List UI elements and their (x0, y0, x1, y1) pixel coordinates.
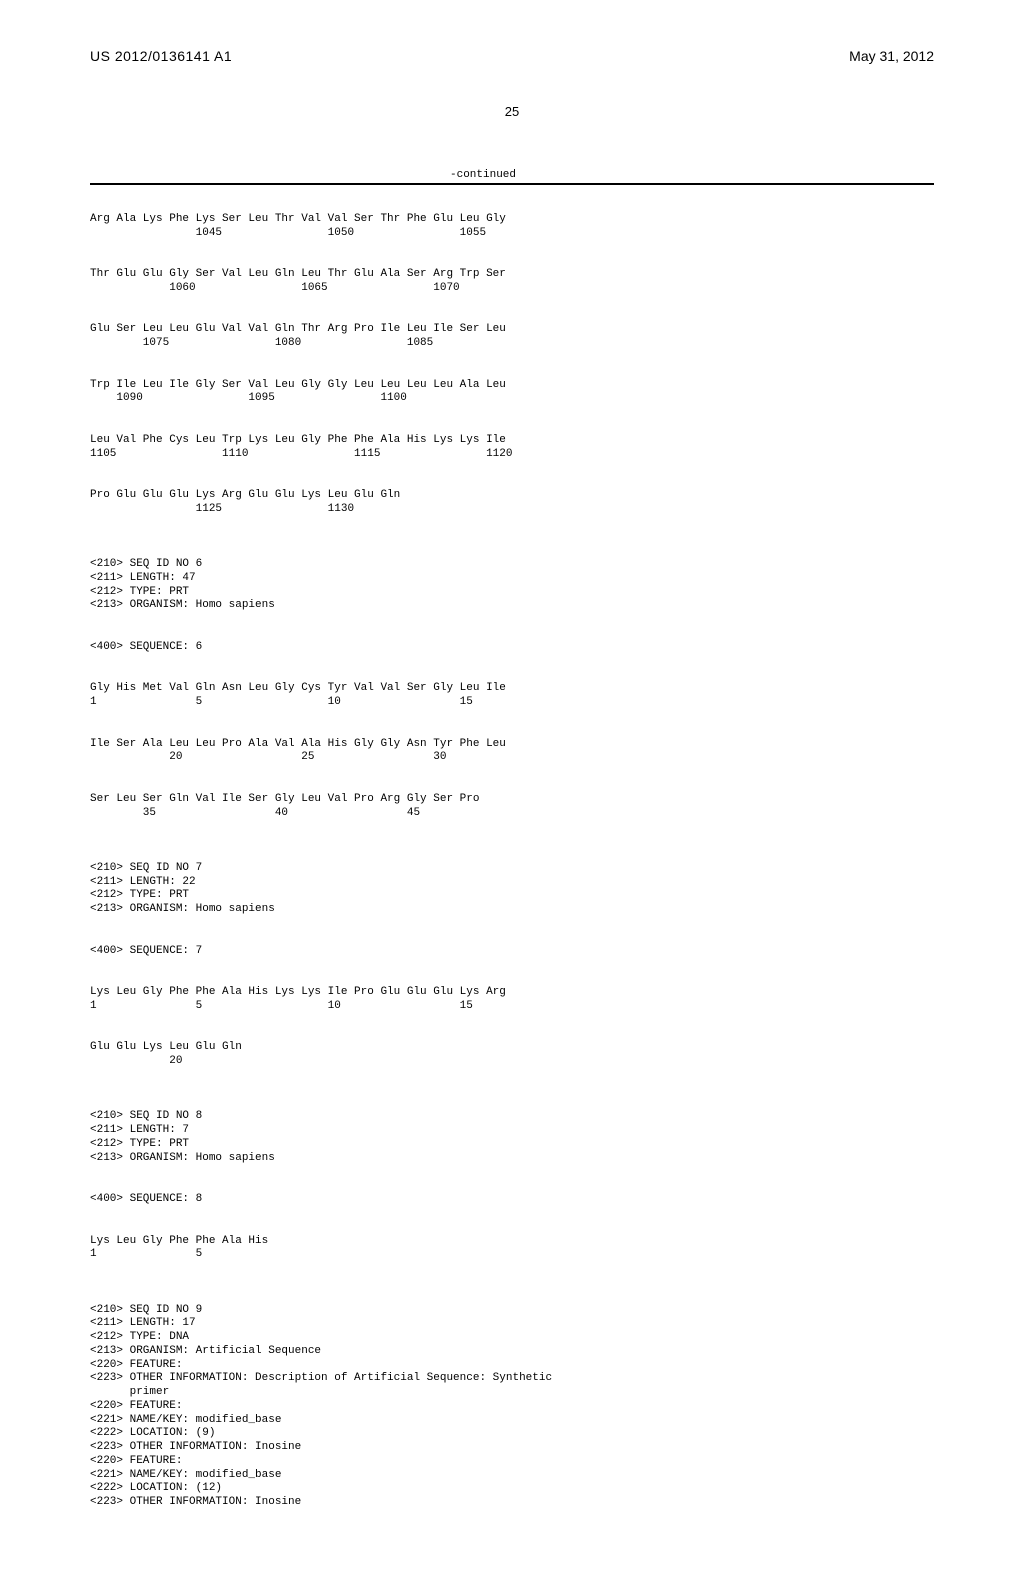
seq-pos: 1125 1130 (90, 503, 354, 515)
seq-pos: 1090 1095 1100 (90, 392, 407, 404)
seq-label: <400> SEQUENCE: 8 (90, 1193, 202, 1205)
seq-block: Arg Ala Lys Phe Lys Ser Leu Thr Val Val … (90, 213, 934, 241)
meta-line: primer (90, 1386, 169, 1398)
seq-label: <400> SEQUENCE: 7 (90, 945, 202, 957)
seq-block: Leu Val Phe Cys Leu Trp Lys Leu Gly Phe … (90, 434, 934, 462)
seq9-meta: <210> SEQ ID NO 9 <211> LENGTH: 17 <212>… (90, 1304, 934, 1510)
meta-line: <211> LENGTH: 22 (90, 876, 196, 888)
page-number: 25 (90, 104, 934, 119)
page-header: US 2012/0136141 A1 May 31, 2012 (90, 48, 934, 64)
meta-line: <223> OTHER INFORMATION: Inosine (90, 1441, 301, 1453)
meta-line: <210> SEQ ID NO 7 (90, 862, 202, 874)
meta-line: <220> FEATURE: (90, 1455, 182, 1467)
meta-line: <213> ORGANISM: Homo sapiens (90, 1152, 275, 1164)
continued-label: -continued (450, 169, 934, 181)
seq-pos: 1060 1065 1070 (90, 282, 460, 294)
sequence-listing: Arg Ala Lys Phe Lys Ser Leu Thr Val Val … (90, 199, 934, 1551)
seq-line: Leu Val Phe Cys Leu Trp Lys Leu Gly Phe … (90, 434, 506, 446)
seq-line: Glu Glu Lys Leu Glu Gln (90, 1041, 242, 1053)
meta-line: <211> LENGTH: 47 (90, 572, 196, 584)
meta-line: <212> TYPE: PRT (90, 889, 189, 901)
seq-line: Trp Ile Leu Ile Gly Ser Val Leu Gly Gly … (90, 379, 506, 391)
meta-line: <221> NAME/KEY: modified_base (90, 1469, 281, 1481)
seq-pos: 1 5 (90, 1248, 202, 1260)
seq-pos: 1 5 10 15 (90, 696, 473, 708)
seq-block: Gly His Met Val Gln Asn Leu Gly Cys Tyr … (90, 682, 934, 710)
seq-pos: 1045 1050 1055 (90, 227, 486, 239)
seq-block: Thr Glu Glu Gly Ser Val Leu Gln Leu Thr … (90, 268, 934, 296)
seq-line: Ile Ser Ala Leu Leu Pro Ala Val Ala His … (90, 738, 506, 750)
seq6-meta: <210> SEQ ID NO 6 <211> LENGTH: 47 <212>… (90, 558, 934, 613)
meta-line: <212> TYPE: PRT (90, 1138, 189, 1150)
seq-block: Glu Ser Leu Leu Glu Val Val Gln Thr Arg … (90, 323, 934, 351)
seq-line: Ser Leu Ser Gln Val Ile Ser Gly Leu Val … (90, 793, 479, 805)
seq7-label: <400> SEQUENCE: 7 (90, 945, 934, 959)
seq6-label: <400> SEQUENCE: 6 (90, 641, 934, 655)
seq-line: Arg Ala Lys Phe Lys Ser Leu Thr Val Val … (90, 213, 506, 225)
seq-label: <400> SEQUENCE: 6 (90, 641, 202, 653)
publication-date: May 31, 2012 (849, 48, 934, 64)
meta-line: <220> FEATURE: (90, 1359, 182, 1371)
seq8-meta: <210> SEQ ID NO 8 <211> LENGTH: 7 <212> … (90, 1110, 934, 1165)
meta-line: <221> NAME/KEY: modified_base (90, 1414, 281, 1426)
seq-pos: 35 40 45 (90, 807, 420, 819)
meta-line: <212> TYPE: PRT (90, 586, 189, 598)
seq-block: Trp Ile Leu Ile Gly Ser Val Leu Gly Gly … (90, 379, 934, 407)
seq-block: Ile Ser Ala Leu Leu Pro Ala Val Ala His … (90, 738, 934, 766)
seq-pos: 1105 1110 1115 1120 (90, 448, 512, 460)
seq7-meta: <210> SEQ ID NO 7 <211> LENGTH: 22 <212>… (90, 862, 934, 917)
seq8-label: <400> SEQUENCE: 8 (90, 1193, 934, 1207)
meta-line: <212> TYPE: DNA (90, 1331, 189, 1343)
seq-line: Gly His Met Val Gln Asn Leu Gly Cys Tyr … (90, 682, 506, 694)
seq-line: Lys Leu Gly Phe Phe Ala His (90, 1235, 268, 1247)
meta-line: <211> LENGTH: 17 (90, 1317, 196, 1329)
seq-pos: 1075 1080 1085 (90, 337, 433, 349)
meta-line: <210> SEQ ID NO 9 (90, 1304, 202, 1316)
meta-line: <210> SEQ ID NO 8 (90, 1110, 202, 1122)
publication-number: US 2012/0136141 A1 (90, 48, 232, 64)
seq-line: Pro Glu Glu Glu Lys Arg Glu Glu Lys Leu … (90, 489, 400, 501)
seq-block: Lys Leu Gly Phe Phe Ala His 1 5 (90, 1235, 934, 1263)
seq-block: Lys Leu Gly Phe Phe Ala His Lys Lys Ile … (90, 986, 934, 1014)
meta-line: <220> FEATURE: (90, 1400, 182, 1412)
seq-block: Glu Glu Lys Leu Glu Gln 20 (90, 1041, 934, 1069)
meta-line: <213> ORGANISM: Homo sapiens (90, 599, 275, 611)
meta-line: <222> LOCATION: (9) (90, 1427, 215, 1439)
meta-line: <210> SEQ ID NO 6 (90, 558, 202, 570)
seq-pos: 20 (90, 1055, 182, 1067)
meta-line: <223> OTHER INFORMATION: Description of … (90, 1372, 552, 1384)
seq-pos: 20 25 30 (90, 751, 446, 763)
seq-pos: 1 5 10 15 (90, 1000, 473, 1012)
divider-rule (90, 183, 934, 185)
seq-line: Lys Leu Gly Phe Phe Ala His Lys Lys Ile … (90, 986, 506, 998)
seq-block: Pro Glu Glu Glu Lys Arg Glu Glu Lys Leu … (90, 489, 934, 517)
seq-block: Ser Leu Ser Gln Val Ile Ser Gly Leu Val … (90, 793, 934, 821)
seq-line: Thr Glu Glu Gly Ser Val Leu Gln Leu Thr … (90, 268, 506, 280)
meta-line: <213> ORGANISM: Homo sapiens (90, 903, 275, 915)
meta-line: <211> LENGTH: 7 (90, 1124, 189, 1136)
meta-line: <223> OTHER INFORMATION: Inosine (90, 1496, 301, 1508)
seq-line: Glu Ser Leu Leu Glu Val Val Gln Thr Arg … (90, 323, 506, 335)
meta-line: <213> ORGANISM: Artificial Sequence (90, 1345, 321, 1357)
meta-line: <222> LOCATION: (12) (90, 1482, 222, 1494)
page-container: US 2012/0136141 A1 May 31, 2012 25 -cont… (0, 0, 1024, 1591)
